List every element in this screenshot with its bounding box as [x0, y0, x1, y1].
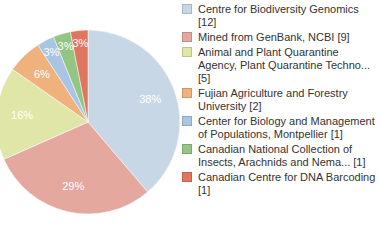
svg-text:6%: 6% [34, 68, 50, 80]
html-text:Fujian Agriculture and Forestr: Fujian Agriculture and Forestry Universi… [198, 87, 348, 112]
html-text:Mined from GenBank, NCBI [9]: Mined from GenBank, NCBI [9] [198, 31, 350, 43]
svg-text:16%: 16% [11, 109, 33, 121]
svg-text:38%: 38% [139, 93, 161, 105]
svg-text:3%: 3% [72, 37, 88, 49]
html-text:Centre for Biodiversity Genomi: Centre for Biodiversity Genomics [12] [198, 3, 359, 28]
html-text:Canadian National Collection o: Canadian National Collection of Insects,… [198, 143, 366, 168]
html-text:Animal and Plant Quarantine Ag: Animal and Plant Quarantine Agency, Plan… [198, 46, 370, 84]
svg-text:29%: 29% [62, 180, 84, 192]
html-text:Canadian Centre for DNA Barcod: Canadian Centre for DNA Barcoding [1] [198, 171, 376, 196]
html-text:Center for Biology and Managem: Center for Biology and Management of Pop… [198, 115, 375, 140]
svg-text:3%: 3% [43, 45, 60, 58]
svg-text:3%: 3% [58, 40, 74, 52]
